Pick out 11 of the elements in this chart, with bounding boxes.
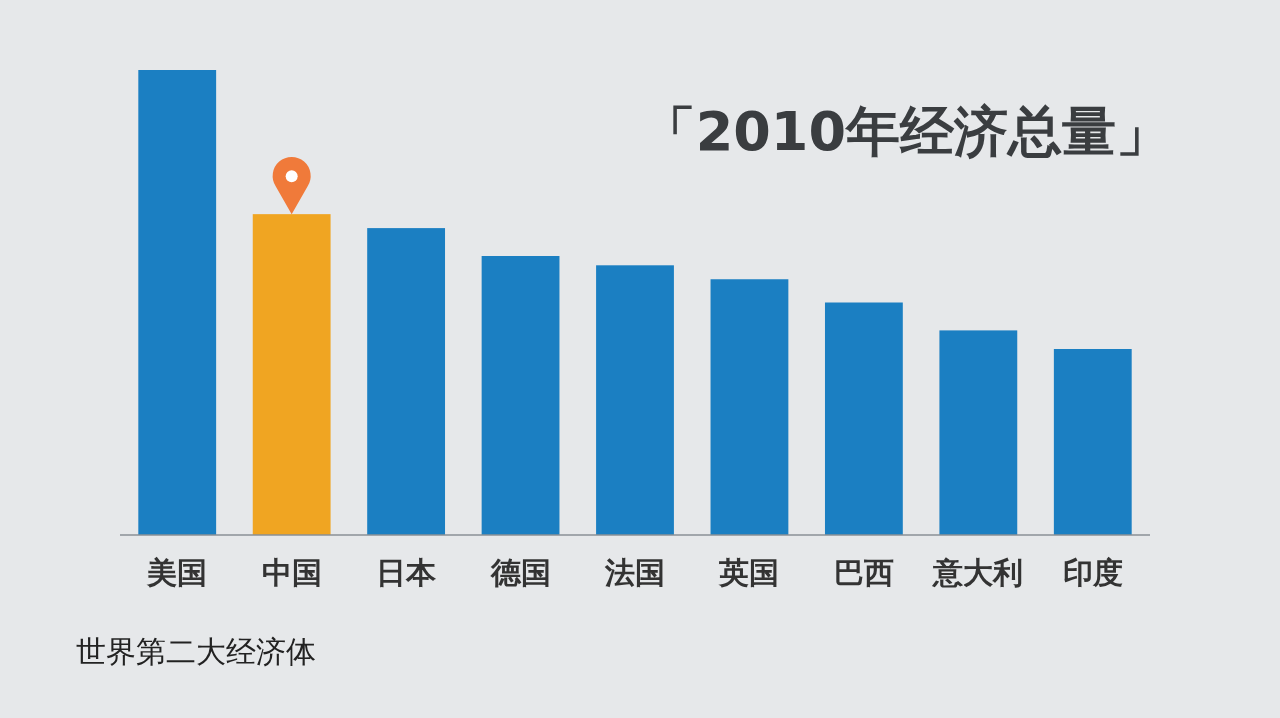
- x-tick-label: 印度: [1062, 555, 1123, 590]
- x-tick-label: 德国: [489, 555, 551, 590]
- text: 「2010年经济总量」: [641, 100, 1170, 163]
- text: 世界第二大经济体: [76, 634, 316, 669]
- x-tick-label: 日本: [376, 555, 438, 590]
- x-tick-label: 美国: [146, 555, 208, 590]
- x-tick-label: 意大利: [931, 555, 1024, 590]
- x-tick-label: 中国: [261, 555, 322, 590]
- x-tick-label: 巴西: [833, 555, 894, 590]
- x-tick-label: 法国: [604, 555, 665, 590]
- x-tick-label: 英国: [718, 555, 780, 590]
